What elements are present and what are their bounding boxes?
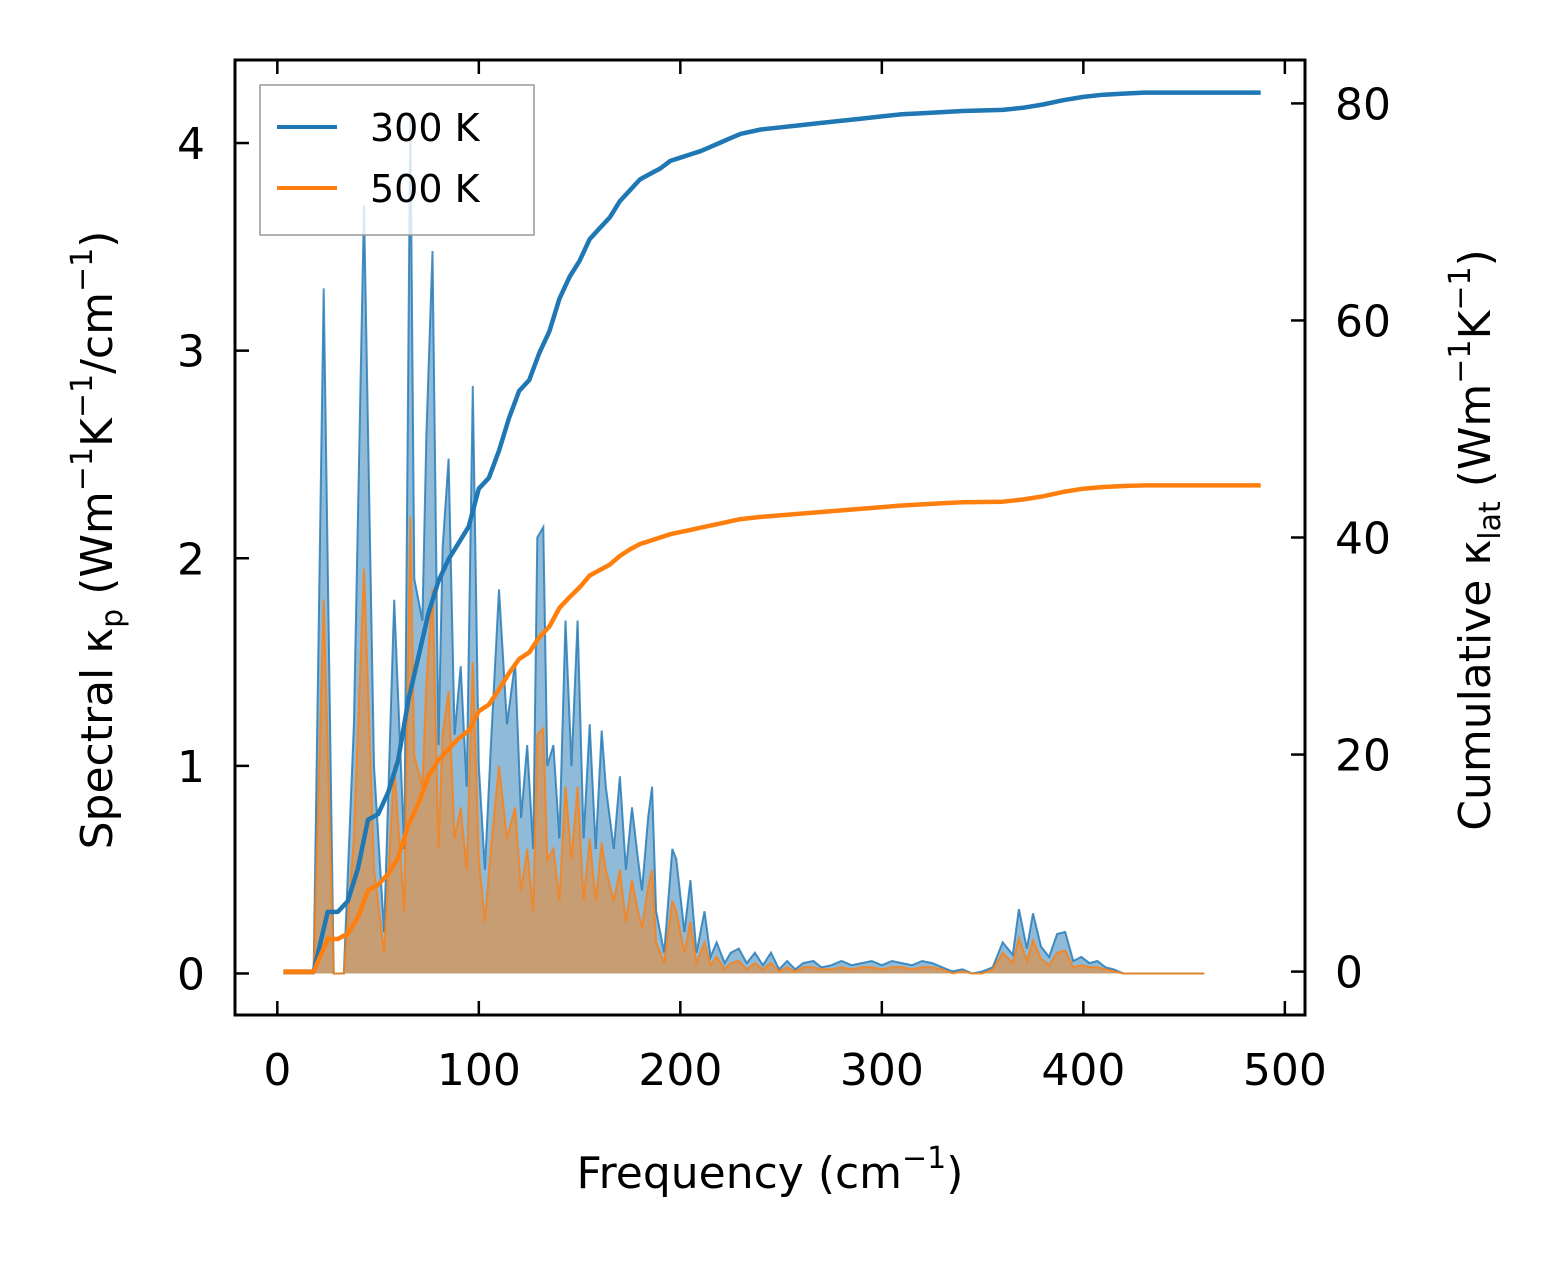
x-tick-label: 200	[638, 1045, 722, 1096]
spectral-fills	[283, 111, 1205, 975]
y-left-tick-label: 3	[177, 327, 205, 378]
legend-label-500K: 500 K	[370, 167, 481, 211]
y-right-tick-label: 40	[1335, 514, 1391, 565]
x-tick-label: 400	[1041, 1045, 1125, 1096]
y-left-tick-label: 0	[177, 949, 205, 1000]
x-axis-title: Frequency (cm−1)	[577, 1141, 964, 1199]
spectral-line-300K	[283, 111, 1205, 975]
y-axis-left-title: Spectral κp (Wm−1K−1/cm−1)	[65, 231, 130, 850]
y-left-tick-label: 2	[177, 534, 205, 585]
y-right-tick-label: 80	[1335, 79, 1391, 130]
series-lines	[283, 90, 1261, 974]
y-right-tick-label: 0	[1335, 948, 1363, 999]
x-tick-label: 0	[263, 1045, 291, 1096]
spectral-line-500K	[283, 516, 1205, 975]
x-tick-label: 300	[840, 1045, 924, 1096]
legend-label-300K: 300 K	[370, 106, 481, 150]
legend: 300 K 500 K	[259, 84, 535, 236]
cumulative-line-500K	[283, 483, 1261, 974]
cumulative-line-300K	[283, 90, 1261, 974]
y-right-tick-label: 60	[1335, 296, 1391, 347]
y-axis-right-title: Cumulative κlat (Wm−1K−1)	[1443, 249, 1508, 831]
x-tick-label: 100	[437, 1045, 521, 1096]
y-right-tick-label: 20	[1335, 731, 1391, 782]
x-tick-label: 500	[1243, 1045, 1327, 1096]
spectral-fill-500K	[283, 516, 1205, 974]
legend-box	[259, 84, 535, 236]
y-left-tick-label: 1	[177, 742, 205, 793]
y-left-tick-label: 4	[177, 119, 205, 170]
spectral-fill-300K	[283, 111, 1205, 974]
